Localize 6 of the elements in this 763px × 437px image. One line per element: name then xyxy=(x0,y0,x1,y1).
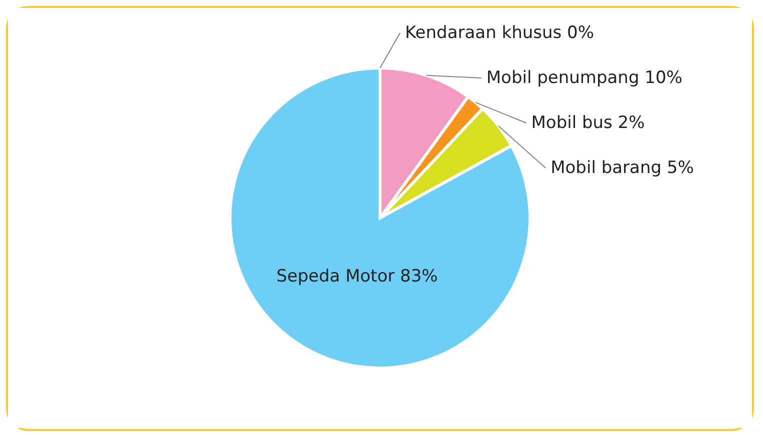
slice-label: Sepeda Motor 83% xyxy=(276,266,438,287)
category-label: Kendaraan khusus 0% xyxy=(405,23,594,43)
slice-label: Mobil penumpang 10% xyxy=(486,68,682,88)
slice-label: Mobil bus 2% xyxy=(531,113,645,133)
slice-label: Mobil barang 5% xyxy=(550,158,694,178)
pie-slice xyxy=(228,66,532,370)
